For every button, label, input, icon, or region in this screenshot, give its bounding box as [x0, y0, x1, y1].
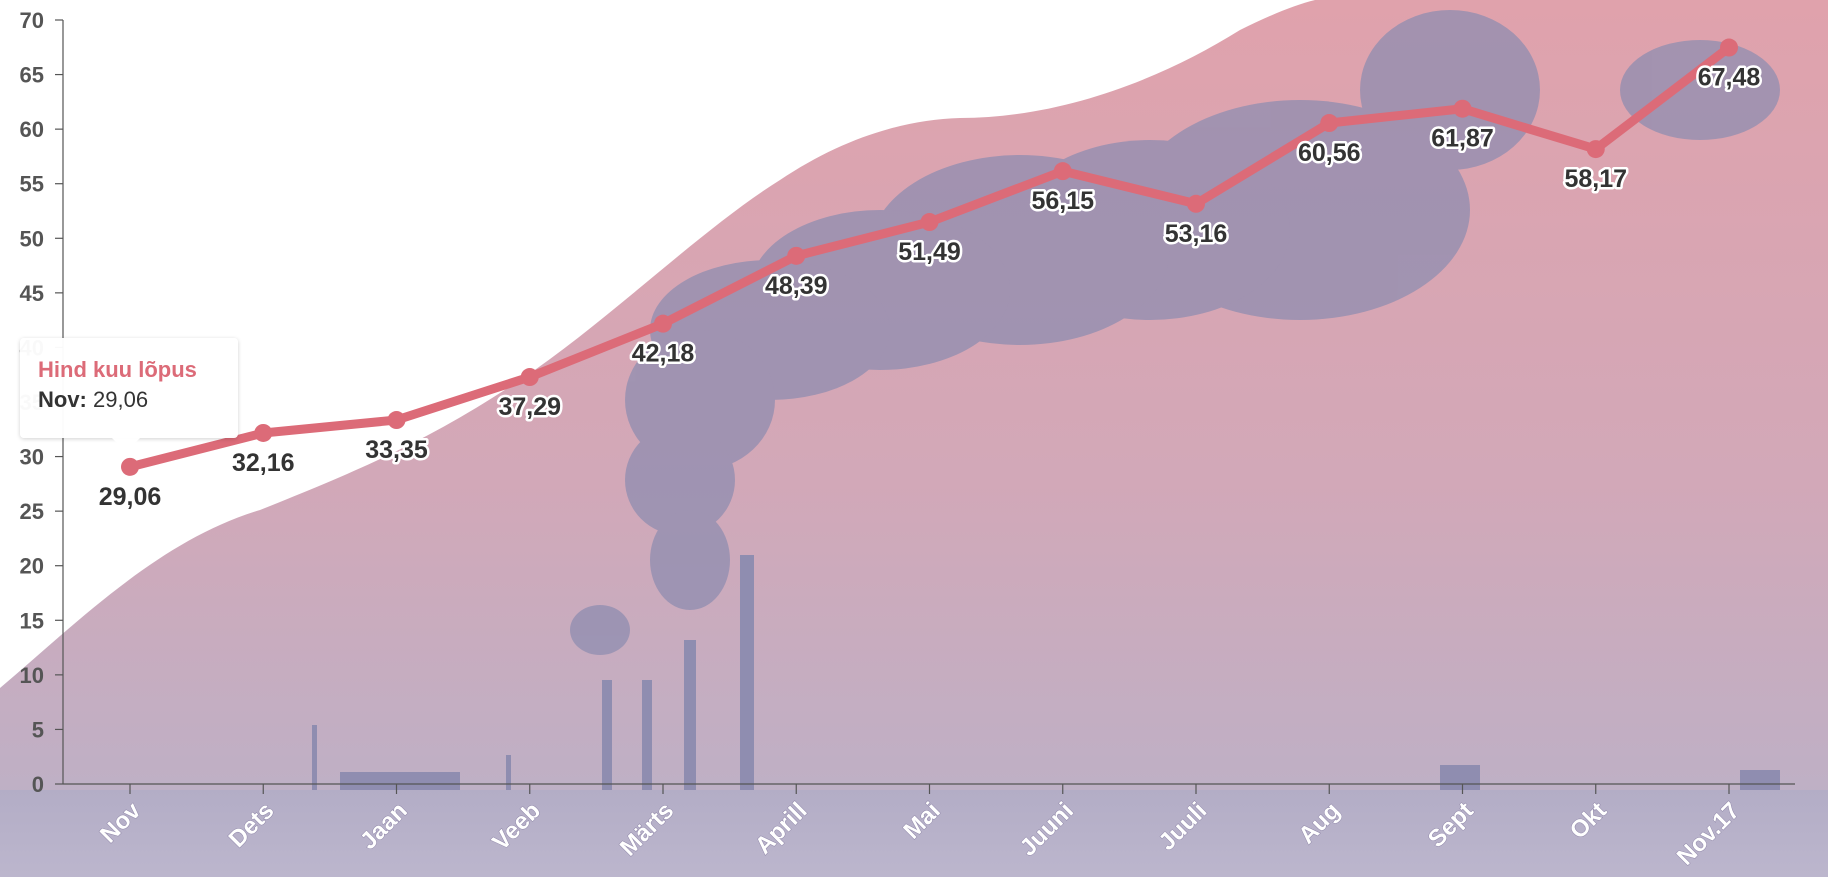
data-point[interactable]	[920, 213, 939, 232]
y-tick-label: 65	[20, 63, 44, 88]
data-point[interactable]	[1586, 140, 1605, 159]
tooltip-row: Nov: 29,06	[38, 384, 220, 416]
data-label: 48,39	[765, 272, 828, 300]
data-label: 33,35	[365, 436, 428, 464]
data-label: 53,16	[1165, 220, 1228, 248]
data-label: 67,48	[1698, 64, 1761, 92]
smoke-cloud	[570, 10, 1780, 655]
y-tick-label: 10	[20, 663, 44, 688]
data-label: 32,16	[232, 449, 295, 477]
data-point[interactable]	[1187, 194, 1205, 213]
series-layer	[121, 38, 1738, 476]
y-tick-label: 70	[20, 8, 44, 33]
data-point[interactable]	[387, 411, 406, 430]
data-point[interactable]	[254, 423, 273, 442]
y-tick-label: 45	[20, 281, 44, 306]
tooltip-title: Hind kuu lõpus	[38, 357, 197, 382]
data-label: 42,18	[632, 340, 695, 368]
data-label: 37,29	[498, 393, 561, 421]
data-point[interactable]	[1320, 114, 1339, 133]
y-tick-label: 50	[20, 226, 44, 251]
y-tick-label: 20	[20, 554, 44, 579]
tooltip-key: Nov:	[38, 387, 87, 412]
data-label: 61,87	[1431, 125, 1494, 153]
data-point[interactable]	[1453, 99, 1472, 118]
data-label: 60,56	[1298, 139, 1361, 167]
y-tick-label: 30	[20, 445, 44, 470]
data-labels: 29,06 32,16 33,35 37,29 42,18 48,39 51,49 56,15…	[96, 61, 1763, 513]
data-point[interactable]	[1720, 38, 1738, 57]
tooltip: Hind kuu lõpus Nov: 29,06	[20, 338, 238, 452]
data-point[interactable]	[520, 368, 539, 387]
data-label: 58,17	[1564, 165, 1627, 193]
data-point[interactable]	[787, 246, 806, 265]
y-tick-label: 15	[20, 608, 44, 633]
data-point[interactable]	[121, 457, 139, 476]
y-tick-label: 55	[20, 172, 44, 197]
data-label: 51,49	[898, 238, 961, 266]
y-tick-label: 5	[32, 717, 44, 742]
y-tick-label: 60	[20, 117, 44, 142]
y-tick-label: 0	[32, 772, 44, 797]
y-tick-label: 25	[20, 499, 44, 524]
data-point[interactable]	[654, 314, 672, 333]
data-point[interactable]	[1053, 162, 1072, 181]
data-label: 56,15	[1031, 187, 1094, 215]
tooltip-value: 29,06	[93, 387, 149, 412]
data-label: 29,06	[99, 483, 162, 511]
